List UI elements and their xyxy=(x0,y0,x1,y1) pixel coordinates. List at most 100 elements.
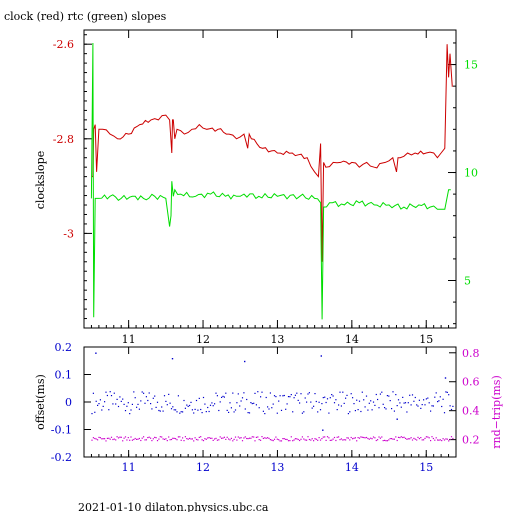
offset-point xyxy=(116,398,118,400)
offset-point xyxy=(190,401,192,403)
offset-point xyxy=(438,400,440,402)
offset-plot-frame xyxy=(83,346,457,458)
x-tick-label: 13 xyxy=(270,333,284,346)
offset-point xyxy=(97,404,99,406)
offset-point xyxy=(232,392,234,394)
x-tick-label: 11 xyxy=(122,461,136,474)
offset-point xyxy=(322,397,324,399)
rnd-trip-point xyxy=(416,439,418,441)
offset-point xyxy=(254,392,256,394)
rnd-trip-point xyxy=(98,436,100,438)
rnd-trip-point xyxy=(254,440,256,442)
rnd-trip-point xyxy=(267,437,269,439)
offset-point xyxy=(402,396,404,398)
offset-point xyxy=(123,403,125,405)
rnd-trip-point xyxy=(371,438,373,440)
offset-point xyxy=(443,412,446,414)
offset-point xyxy=(391,408,393,410)
rnd-trip-point xyxy=(247,438,249,440)
offset-point xyxy=(293,397,295,399)
rnd-trip-point xyxy=(228,438,230,440)
rnd-trip-point xyxy=(246,437,248,440)
x-tick-label: 11 xyxy=(122,333,136,346)
rnd-trip-point xyxy=(438,439,440,441)
rnd-trip-point xyxy=(391,438,393,440)
offset-point xyxy=(346,394,348,396)
rnd-trip-point xyxy=(407,438,409,440)
offset-point xyxy=(246,398,248,401)
offset-point xyxy=(221,396,223,398)
offset-point xyxy=(276,412,278,414)
offset-point xyxy=(207,406,209,409)
rnd-trip-point xyxy=(102,438,104,440)
offset-point xyxy=(304,397,306,399)
rnd-trip-point xyxy=(413,437,415,439)
offset-point xyxy=(98,403,100,405)
rnd-trip-point xyxy=(221,437,223,439)
rnd-trip-point xyxy=(395,436,397,438)
rnd-trip-point xyxy=(414,438,416,440)
offset-point xyxy=(326,398,329,400)
rnd-trip-point xyxy=(179,436,181,438)
rnd-trip-point xyxy=(381,436,383,438)
offset-point xyxy=(364,406,366,408)
rnd-trip-point xyxy=(443,439,446,441)
offset-point xyxy=(151,408,153,410)
rnd-trip-point xyxy=(148,436,150,438)
offset-point xyxy=(189,404,191,407)
offset-point xyxy=(353,403,355,405)
rnd-trip-point xyxy=(166,440,168,442)
offset-point xyxy=(176,411,178,413)
rnd-trip-point xyxy=(449,438,451,440)
rnd-trip-point xyxy=(141,437,143,439)
rnd-trip-point xyxy=(144,439,146,441)
offset-point xyxy=(150,403,152,405)
offset-point xyxy=(306,401,308,403)
rnd-trip-point xyxy=(208,437,210,439)
offset-point xyxy=(363,399,365,401)
rnd-trip-point xyxy=(106,437,108,439)
rnd-trip-point xyxy=(318,437,320,439)
offset-point xyxy=(261,391,263,393)
rnd-trip-point xyxy=(430,440,432,442)
offset-point xyxy=(138,408,140,410)
rnd-trip-point xyxy=(130,436,132,438)
x-tick-label: 15 xyxy=(419,333,433,346)
rnd-trip-point xyxy=(272,440,274,442)
rnd-trip-point xyxy=(396,439,398,442)
offset-point xyxy=(94,411,96,413)
y2-tick-label: 15 xyxy=(464,59,478,72)
offset-point xyxy=(158,409,160,412)
offset-point xyxy=(314,393,316,395)
offset-point xyxy=(278,400,280,402)
rnd-trip-point xyxy=(393,438,395,440)
y-tick-label: 0.2 xyxy=(55,341,73,354)
offset-axis-label: offset(ms) xyxy=(34,374,47,430)
offset-point xyxy=(315,400,317,403)
y-tick-label: -3 xyxy=(63,227,74,240)
offset-point xyxy=(392,391,394,393)
offset-point xyxy=(265,396,267,399)
offset-point xyxy=(445,391,447,393)
rnd-trip-point xyxy=(279,440,281,442)
offset-outlier-point xyxy=(171,358,174,360)
offset-point xyxy=(317,411,319,413)
x-tick-label: 15 xyxy=(419,461,433,474)
offset-point xyxy=(215,392,217,394)
offset-point xyxy=(148,392,150,394)
offset-point xyxy=(297,399,299,401)
offset-point xyxy=(379,393,381,395)
rnd-trip-point xyxy=(365,436,368,439)
rnd-trip-point xyxy=(187,438,189,440)
rnd-trip-point xyxy=(356,440,358,442)
rnd-trip-point xyxy=(173,437,175,439)
offset-point xyxy=(239,405,241,407)
rnd-trip-point xyxy=(273,438,276,440)
rnd-trip-point xyxy=(232,440,234,442)
offset-point xyxy=(236,402,238,404)
rnd-trip-point xyxy=(261,436,263,438)
rnd-trip-point xyxy=(285,438,287,440)
offset-point xyxy=(262,410,264,412)
offset-point xyxy=(437,401,439,403)
rnd-trip-point xyxy=(214,438,216,440)
